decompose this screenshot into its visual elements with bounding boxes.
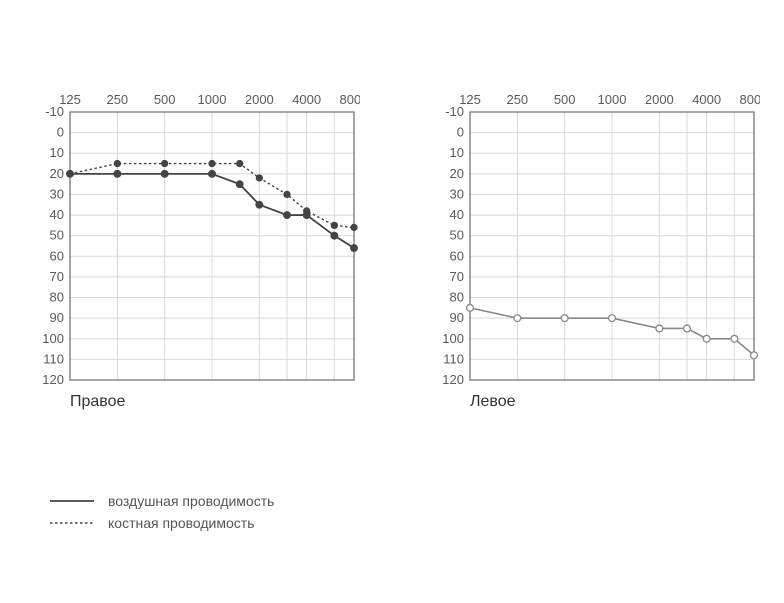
series-marker	[237, 161, 243, 167]
series-marker	[161, 171, 168, 178]
series-marker	[609, 315, 616, 322]
y-tick-label: 30	[50, 186, 64, 201]
series-marker	[256, 201, 263, 208]
series-marker	[284, 212, 291, 219]
series-marker	[561, 315, 568, 322]
legend-label: костная проводимость	[108, 515, 255, 531]
series-marker	[304, 208, 310, 214]
chart-title: Правое	[70, 393, 126, 410]
x-tick-label: 2000	[245, 92, 274, 107]
series-marker	[114, 161, 120, 167]
y-tick-label: 30	[450, 186, 464, 201]
y-tick-label: 90	[450, 310, 464, 325]
series-marker	[684, 325, 691, 332]
x-tick-label: 500	[554, 92, 576, 107]
series-marker	[751, 352, 758, 359]
y-tick-label: 40	[450, 207, 464, 222]
audiogram-figure: 1252505001000200040008000-10010203040506…	[0, 0, 784, 603]
series-marker	[284, 191, 290, 197]
y-tick-label: 60	[450, 248, 464, 263]
y-tick-label: 10	[50, 145, 64, 160]
legend-row: костная проводимость	[50, 512, 274, 534]
y-tick-label: 10	[450, 145, 464, 160]
series-marker	[514, 315, 521, 322]
y-tick-label: 80	[450, 290, 464, 305]
series-marker	[351, 245, 358, 252]
y-tick-label: 0	[57, 125, 64, 140]
y-tick-label: 20	[50, 166, 64, 181]
legend: воздушная проводимость костная проводимос…	[50, 490, 274, 534]
series-marker	[331, 222, 337, 228]
left-ear-chart: 1252505001000200040008000-10010203040506…	[440, 90, 760, 420]
series-marker	[114, 171, 121, 178]
y-tick-label: 70	[450, 269, 464, 284]
series-marker	[209, 161, 215, 167]
chart-title: Левое	[470, 393, 516, 410]
x-tick-label: 8000	[340, 92, 360, 107]
series-marker	[731, 335, 738, 342]
x-tick-label: 500	[154, 92, 176, 107]
series-marker	[331, 232, 338, 239]
y-tick-label: 100	[442, 331, 464, 346]
y-tick-label: 110	[43, 351, 64, 366]
legend-swatch	[50, 512, 94, 534]
y-tick-label: 110	[443, 351, 464, 366]
y-tick-label: 100	[42, 331, 64, 346]
series-marker	[236, 181, 243, 188]
x-tick-label: 250	[506, 92, 528, 107]
series-marker	[656, 325, 663, 332]
y-tick-label: -10	[445, 104, 464, 119]
series-marker	[162, 161, 168, 167]
y-tick-label: -10	[45, 104, 64, 119]
y-tick-label: 50	[450, 228, 464, 243]
y-tick-label: 50	[50, 228, 64, 243]
y-tick-label: 90	[50, 310, 64, 325]
legend-row: воздушная проводимость	[50, 490, 274, 512]
series-marker	[256, 175, 262, 181]
right-ear-chart: 1252505001000200040008000-10010203040506…	[40, 90, 360, 420]
series-marker	[67, 171, 73, 177]
x-tick-label: 1000	[598, 92, 627, 107]
x-tick-label: 1000	[198, 92, 227, 107]
y-tick-label: 70	[50, 269, 64, 284]
series-marker	[351, 224, 357, 230]
y-tick-label: 40	[50, 207, 64, 222]
x-tick-label: 4000	[692, 92, 721, 107]
series-marker	[703, 335, 710, 342]
y-tick-label: 120	[42, 372, 64, 387]
y-tick-label: 20	[450, 166, 464, 181]
x-tick-label: 4000	[292, 92, 321, 107]
legend-swatch	[50, 490, 94, 512]
y-tick-label: 80	[50, 290, 64, 305]
y-tick-label: 0	[457, 125, 464, 140]
x-tick-label: 2000	[645, 92, 674, 107]
series-marker	[209, 171, 216, 178]
y-tick-label: 60	[50, 248, 64, 263]
series-marker	[467, 304, 474, 311]
x-tick-label: 250	[106, 92, 128, 107]
x-tick-label: 8000	[740, 92, 760, 107]
legend-label: воздушная проводимость	[108, 493, 274, 509]
y-tick-label: 120	[442, 372, 464, 387]
